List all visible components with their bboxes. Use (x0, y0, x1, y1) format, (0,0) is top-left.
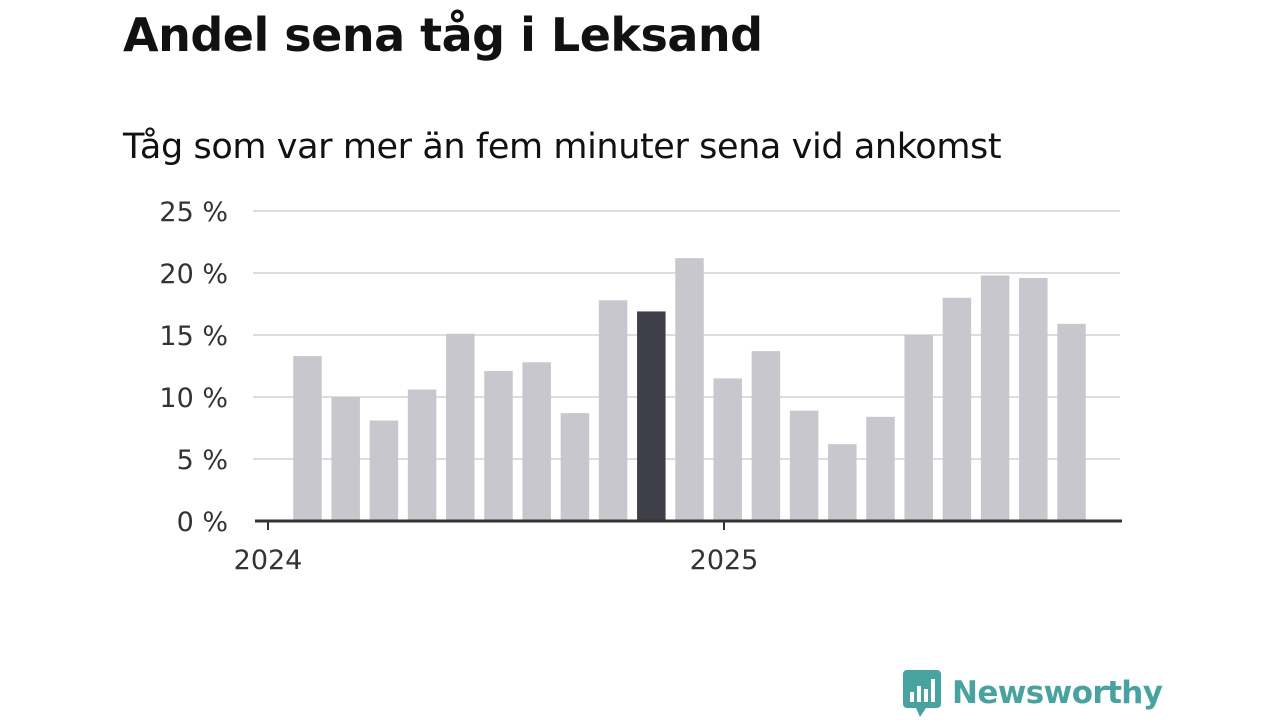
y-tick-label: 10 % (159, 383, 228, 414)
x-tick-label: 2025 (690, 545, 759, 576)
bar (522, 362, 551, 521)
bar (942, 297, 972, 521)
x-tick-label: 2024 (234, 545, 303, 576)
x-axis: 2024 2025 (234, 519, 1122, 576)
bar (828, 444, 857, 521)
chart-subtitle: Tåg som var mer än fem minuter sena vid … (123, 127, 1002, 167)
bar (1019, 277, 1048, 521)
bar (446, 333, 475, 521)
chart-title: Andel sena tåg i Leksand (123, 8, 763, 62)
bar (675, 258, 704, 521)
y-tick-label: 5 % (177, 445, 228, 476)
bar (560, 413, 590, 521)
bar (904, 335, 933, 521)
y-tick-label: 20 % (159, 259, 228, 290)
bar (980, 275, 1010, 521)
bar (713, 378, 742, 521)
bar (751, 351, 781, 521)
bar (331, 397, 360, 521)
newsworthy-logo-icon (903, 670, 941, 717)
bar (598, 300, 628, 521)
y-axis-tick-labels: 0 % 5 % 10 % 15 % 20 % 25 % (159, 197, 228, 538)
bar (866, 416, 895, 521)
bars (293, 258, 1086, 521)
y-tick-label: 15 % (159, 321, 228, 352)
y-tick-label: 25 % (159, 197, 228, 228)
y-tick-label: 0 % (177, 507, 228, 538)
newsworthy-logo: Newsworthy (902, 668, 1163, 718)
bar (407, 389, 437, 521)
newsworthy-logo-text: Newsworthy (952, 675, 1163, 711)
bar (369, 420, 399, 521)
bar (1057, 323, 1086, 521)
bar (293, 356, 322, 521)
bar (789, 410, 819, 521)
bar (637, 311, 666, 521)
bar (484, 370, 513, 521)
